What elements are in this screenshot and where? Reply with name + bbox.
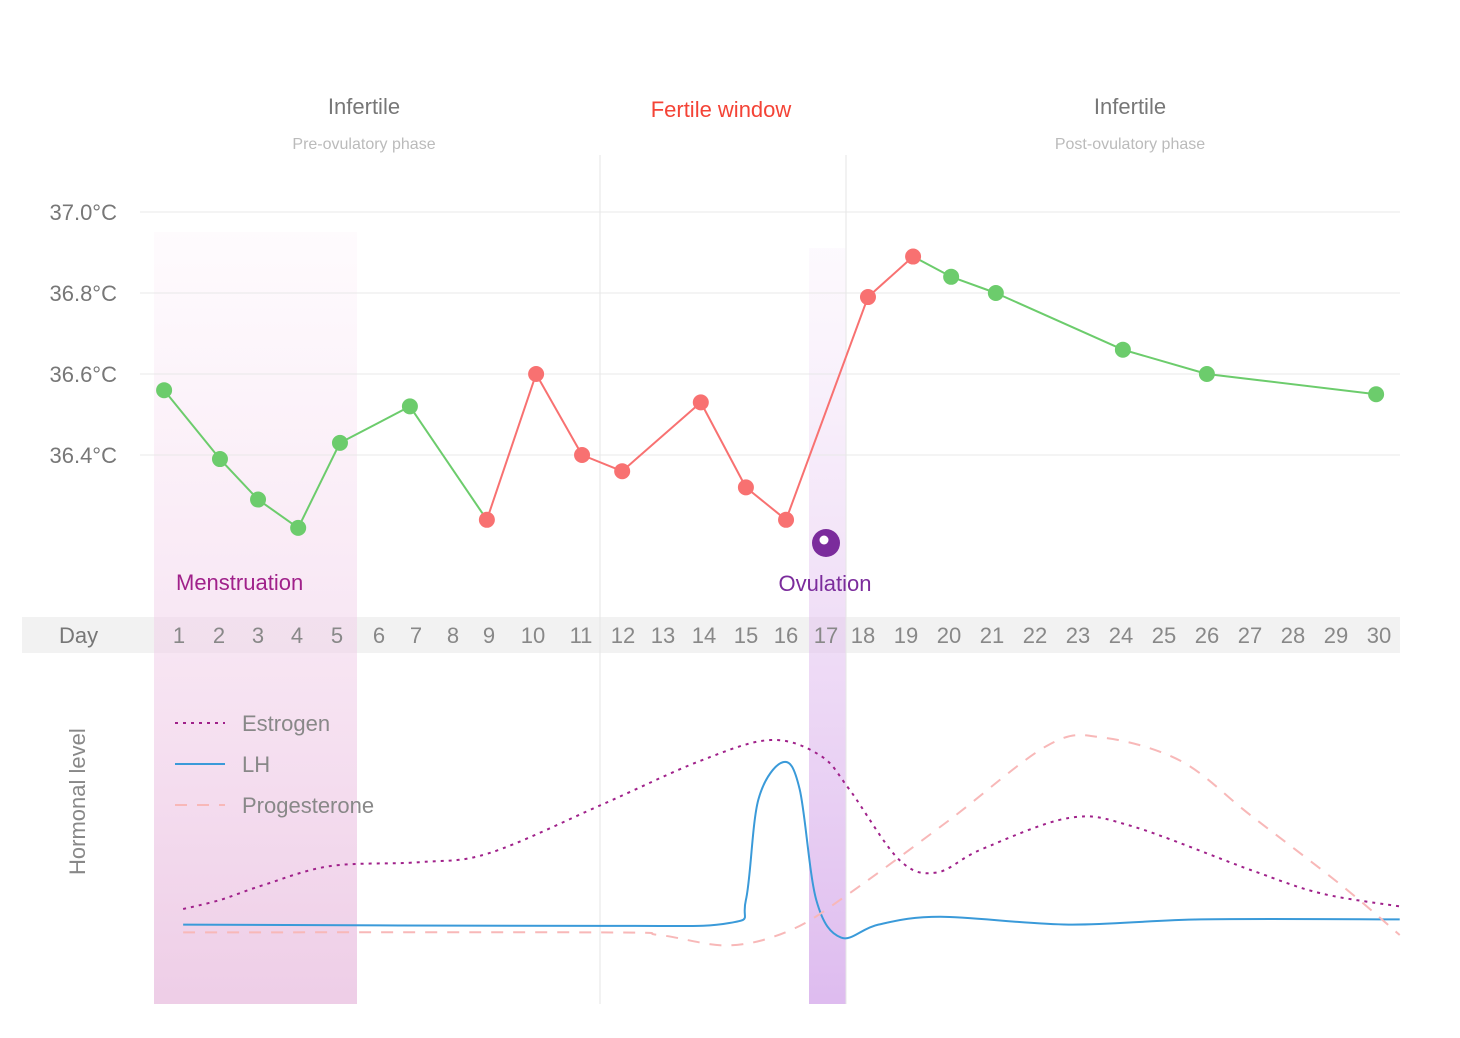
phase-3-title: Infertile (1094, 94, 1166, 119)
temperature-point (905, 248, 922, 265)
day-tick-label: 14 (692, 623, 716, 648)
phase-1-subtitle: Pre-ovulatory phase (292, 136, 435, 153)
temperature-segment (339, 405, 411, 444)
estrogen-curve (182, 738, 1400, 910)
day-tick-label: 4 (291, 623, 303, 648)
day-tick-label: 8 (447, 623, 459, 648)
phase-1-title: Infertile (328, 94, 400, 119)
day-tick-label: 22 (1023, 623, 1047, 648)
day-tick-label: 24 (1109, 623, 1133, 648)
y-tick-label: 37.0°C (49, 200, 117, 225)
temperature-segment (409, 405, 488, 521)
day-tick-label: 30 (1367, 623, 1391, 648)
temperature-point (331, 434, 348, 451)
day-tick-label: 3 (252, 623, 264, 648)
temperature-point (692, 394, 709, 411)
day-tick-label: 6 (373, 623, 385, 648)
temperature-point (250, 491, 267, 508)
temperature-point (943, 268, 960, 285)
day-tick-label: 25 (1152, 623, 1176, 648)
day-tick-label: 9 (483, 623, 495, 648)
ovulation-icon (812, 529, 840, 557)
legend-label-estrogen: Estrogen (242, 711, 330, 736)
temperature-point (778, 511, 795, 528)
legend-label-progesterone: Progesterone (242, 793, 374, 818)
temperature-segment (163, 389, 221, 460)
menstruation-band (154, 232, 357, 1004)
phase-3-subtitle: Post-ovulatory phase (1055, 136, 1205, 153)
temperature-segment (1122, 348, 1208, 375)
temperature-point (614, 463, 631, 480)
day-tick-label: 2 (213, 623, 225, 648)
day-tick-label: 7 (410, 623, 422, 648)
temperature-point (211, 451, 228, 468)
y-tick-label: 36.6°C (49, 362, 117, 387)
day-tick-label: 17 (814, 623, 838, 648)
temperature-point (987, 285, 1004, 301)
temperature-segment (297, 442, 341, 529)
day-tick-label: 1 (173, 623, 185, 648)
day-tick-label: 27 (1238, 623, 1262, 648)
temperature-segment (995, 292, 1124, 351)
day-tick-label: 11 (570, 623, 593, 648)
progesterone-curve (183, 734, 1401, 947)
day-tick-label: 23 (1066, 623, 1090, 648)
temperature-point (737, 479, 754, 496)
temperature-segment (699, 401, 747, 488)
temperature-point (528, 366, 545, 382)
day-tick-label: 21 (980, 623, 1004, 648)
temperature-point (1198, 366, 1215, 382)
temperature-point (156, 382, 173, 399)
temperature-segment (1206, 373, 1377, 396)
day-tick-label: 26 (1195, 623, 1219, 648)
temperature-segment (535, 373, 583, 456)
day-tick-label: 13 (651, 623, 675, 648)
day-tick-label: 20 (937, 623, 961, 648)
ovulation-label: Ovulation (779, 571, 872, 596)
day-tick-label: 18 (851, 623, 875, 648)
temperature-point (290, 519, 307, 536)
lh-curve (183, 760, 1400, 940)
temperature-segment (621, 401, 702, 472)
day-tick-label: 29 (1324, 623, 1348, 648)
temperature-point (1368, 386, 1385, 403)
temperature-segment (785, 296, 869, 521)
temperature-point (574, 447, 591, 463)
day-tick-label: 16 (774, 623, 798, 648)
temperature-point (478, 511, 495, 528)
temperature-point (859, 289, 876, 306)
temperature-segment (867, 255, 914, 298)
y-tick-label: 36.8°C (49, 281, 117, 306)
temperature-point (1114, 341, 1131, 358)
hormone-axis-label: Hormonal level (65, 728, 90, 875)
day-tick-label: 15 (734, 623, 758, 648)
temperature-segment (485, 373, 538, 521)
day-tick-label: 5 (331, 623, 343, 648)
legend-label-lh: LH (242, 752, 270, 777)
temperature-segment (219, 458, 259, 501)
day-tick-label: 19 (894, 623, 918, 648)
temperature-segment (257, 498, 299, 529)
temperature-point (401, 398, 418, 415)
temperature-segment (745, 486, 787, 521)
y-tick-label: 36.4°C (49, 443, 117, 468)
day-tick-label: 28 (1281, 623, 1305, 648)
x-axis-label: Day (59, 623, 98, 648)
day-tick-label: 10 (521, 623, 545, 648)
phase-2-title: Fertile window (651, 97, 792, 122)
day-tick-label: 12 (611, 623, 635, 648)
menstruation-label: Menstruation (176, 570, 303, 595)
